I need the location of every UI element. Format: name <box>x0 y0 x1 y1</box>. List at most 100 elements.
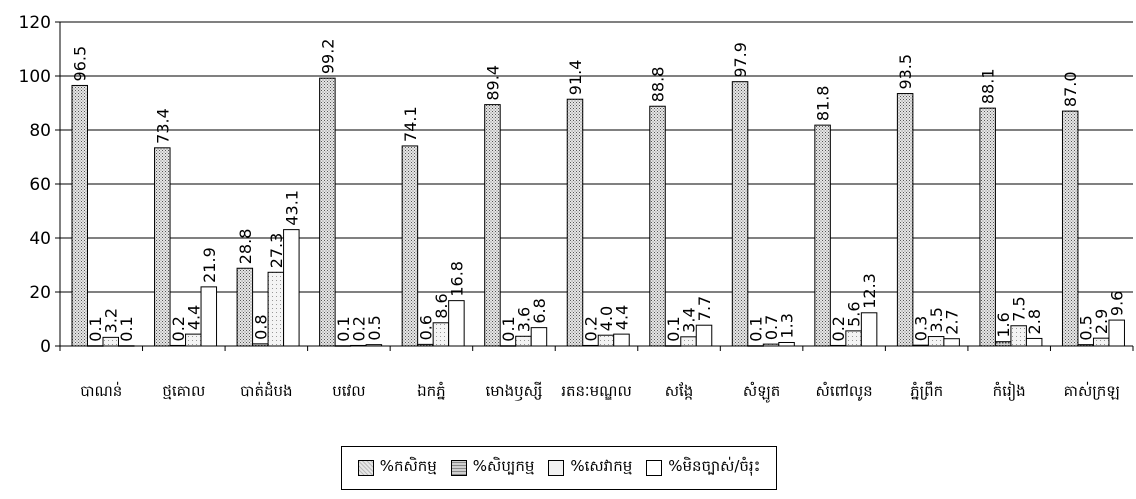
x-tick-label: សំពៅលូន <box>816 381 873 401</box>
x-tick-label: ឯកភ្នំ <box>417 381 446 400</box>
legend-swatch-handicraft <box>450 460 467 476</box>
data-labels: 96.50.13.20.173.40.24.421.928.80.827.343… <box>71 39 1127 342</box>
data-label: 2.7 <box>943 309 962 334</box>
bar-series-2 <box>267 271 285 347</box>
legend-item-unclear-mixed: %មិនច្បាស់/ចំរុះ <box>646 457 760 479</box>
data-label: 93.5 <box>896 54 915 90</box>
bar-series-1 <box>829 344 847 347</box>
data-label: 87.0 <box>1061 71 1080 107</box>
bar-series-0 <box>566 98 584 347</box>
bar-series-2 <box>185 333 202 347</box>
y-tick-label: 20 <box>29 283 51 303</box>
bar-series-0 <box>71 84 88 347</box>
data-label: 8.6 <box>432 293 451 318</box>
tick-labels: 0 20 40 60 80 100 120 បាណន់ ថ្មគោល បាត់ដំបង បវេល ឯក… <box>19 13 1120 403</box>
bar-series-1 <box>912 344 929 347</box>
x-tick-label: រតនៈមណ្ឌល <box>561 382 632 400</box>
bar-series-3 <box>860 312 878 347</box>
data-label: 7.5 <box>1010 296 1029 321</box>
legend-label-services: %សេវាកម្ម <box>570 457 633 475</box>
bar-series-0 <box>401 145 419 347</box>
data-label: 0.2 <box>169 316 188 341</box>
bar-series-3 <box>530 327 548 347</box>
bar-series-1 <box>87 345 104 347</box>
data-label: 88.1 <box>979 69 998 105</box>
legend-item-handicraft: %សិប្បកម្ម <box>450 457 535 479</box>
bar-series-0 <box>1061 110 1079 347</box>
data-label: 0.2 <box>581 316 600 341</box>
data-label: 9.6 <box>1108 291 1127 316</box>
data-label: 2.9 <box>1092 309 1111 334</box>
legend-item-services: %សេវាកម្ម <box>548 457 632 479</box>
bar-series-0 <box>731 81 749 347</box>
data-label: 43.1 <box>282 190 301 226</box>
bar-series-3 <box>613 333 630 347</box>
data-label: 0.1 <box>117 316 136 341</box>
bar-series-2 <box>515 335 532 347</box>
data-label: 96.5 <box>71 46 90 82</box>
bar-series-2 <box>845 330 862 347</box>
data-label: 0.5 <box>365 315 384 340</box>
data-label: 74.1 <box>401 106 420 142</box>
legend-swatch-agriculture <box>357 460 374 476</box>
legend-label-agriculture: %កសិកម្ម <box>379 457 437 475</box>
bar-series-1 <box>417 343 434 347</box>
y-tick-label: 60 <box>29 175 51 195</box>
data-label: 4.4 <box>612 305 631 330</box>
data-label: 7.7 <box>695 296 714 321</box>
bar-series-1 <box>747 345 764 347</box>
data-label: 0.1 <box>334 316 353 341</box>
data-label: 3.4 <box>680 307 699 332</box>
bar-series-2 <box>597 334 615 347</box>
legend-label-unclear-mixed: %មិនច្បាស់/ចំរុះ <box>668 457 761 475</box>
data-label: 3.6 <box>514 307 533 332</box>
bar-series-2 <box>432 322 450 347</box>
y-tick-label: 40 <box>29 229 51 249</box>
bar-series-3 <box>1025 337 1043 347</box>
bar-series-0 <box>236 267 254 347</box>
bar-series-1 <box>334 345 352 347</box>
data-label: 0.5 <box>1077 315 1096 340</box>
x-tick-label: បវេល <box>332 382 365 400</box>
legend: %កសិកម្ម %សិប្បកម្ម %សេវាកម្ម %មិនច្បាស់… <box>341 446 777 490</box>
x-tick-label: មោងឫស្សី <box>486 381 543 401</box>
data-label: 91.4 <box>566 60 585 96</box>
y-tick-label: 0 <box>40 337 51 357</box>
x-tick-label: បាត់ដំបង <box>240 381 292 400</box>
bar-series-3 <box>200 286 218 347</box>
bar-series-1 <box>582 344 599 347</box>
bar-series-1 <box>664 345 682 347</box>
x-tick-label: បាណន់ <box>80 381 122 400</box>
bar-series-1 <box>499 345 517 347</box>
data-label: 4.4 <box>184 305 203 330</box>
y-tick-label: 120 <box>19 13 51 33</box>
data-label: 0.2 <box>829 316 848 341</box>
bar-series-1 <box>994 341 1012 347</box>
data-label: 0.1 <box>664 316 683 341</box>
data-label: 73.4 <box>153 108 172 144</box>
bar-series-3 <box>943 338 960 347</box>
legend-label-handicraft: %សិប្បកម្ម <box>472 457 535 475</box>
gridlines <box>60 21 1133 347</box>
x-tick-label: សំឡូត <box>743 381 780 403</box>
data-label: 99.2 <box>318 39 337 75</box>
x-tick-label: សង្កែ <box>665 382 694 400</box>
bar-series-2 <box>680 336 697 347</box>
bar-series-1 <box>1077 344 1094 347</box>
legend-item-agriculture: %កសិកម្ម <box>357 457 437 479</box>
x-tick-label: ថ្មគោល <box>162 382 205 400</box>
data-label: 0.1 <box>499 316 518 341</box>
data-label: 1.6 <box>994 312 1013 337</box>
x-tick-label: ភ្នំព្រឹក <box>910 381 943 400</box>
bar-series-2 <box>762 343 780 347</box>
bar-series-3 <box>283 229 300 347</box>
data-label: 27.3 <box>267 233 286 269</box>
data-label: 3.2 <box>102 308 121 333</box>
data-label: 88.8 <box>649 67 668 103</box>
data-label: 97.9 <box>731 42 750 78</box>
data-label: 1.3 <box>778 313 797 338</box>
data-label: 0.3 <box>912 316 931 341</box>
bar-series-2 <box>927 336 945 347</box>
